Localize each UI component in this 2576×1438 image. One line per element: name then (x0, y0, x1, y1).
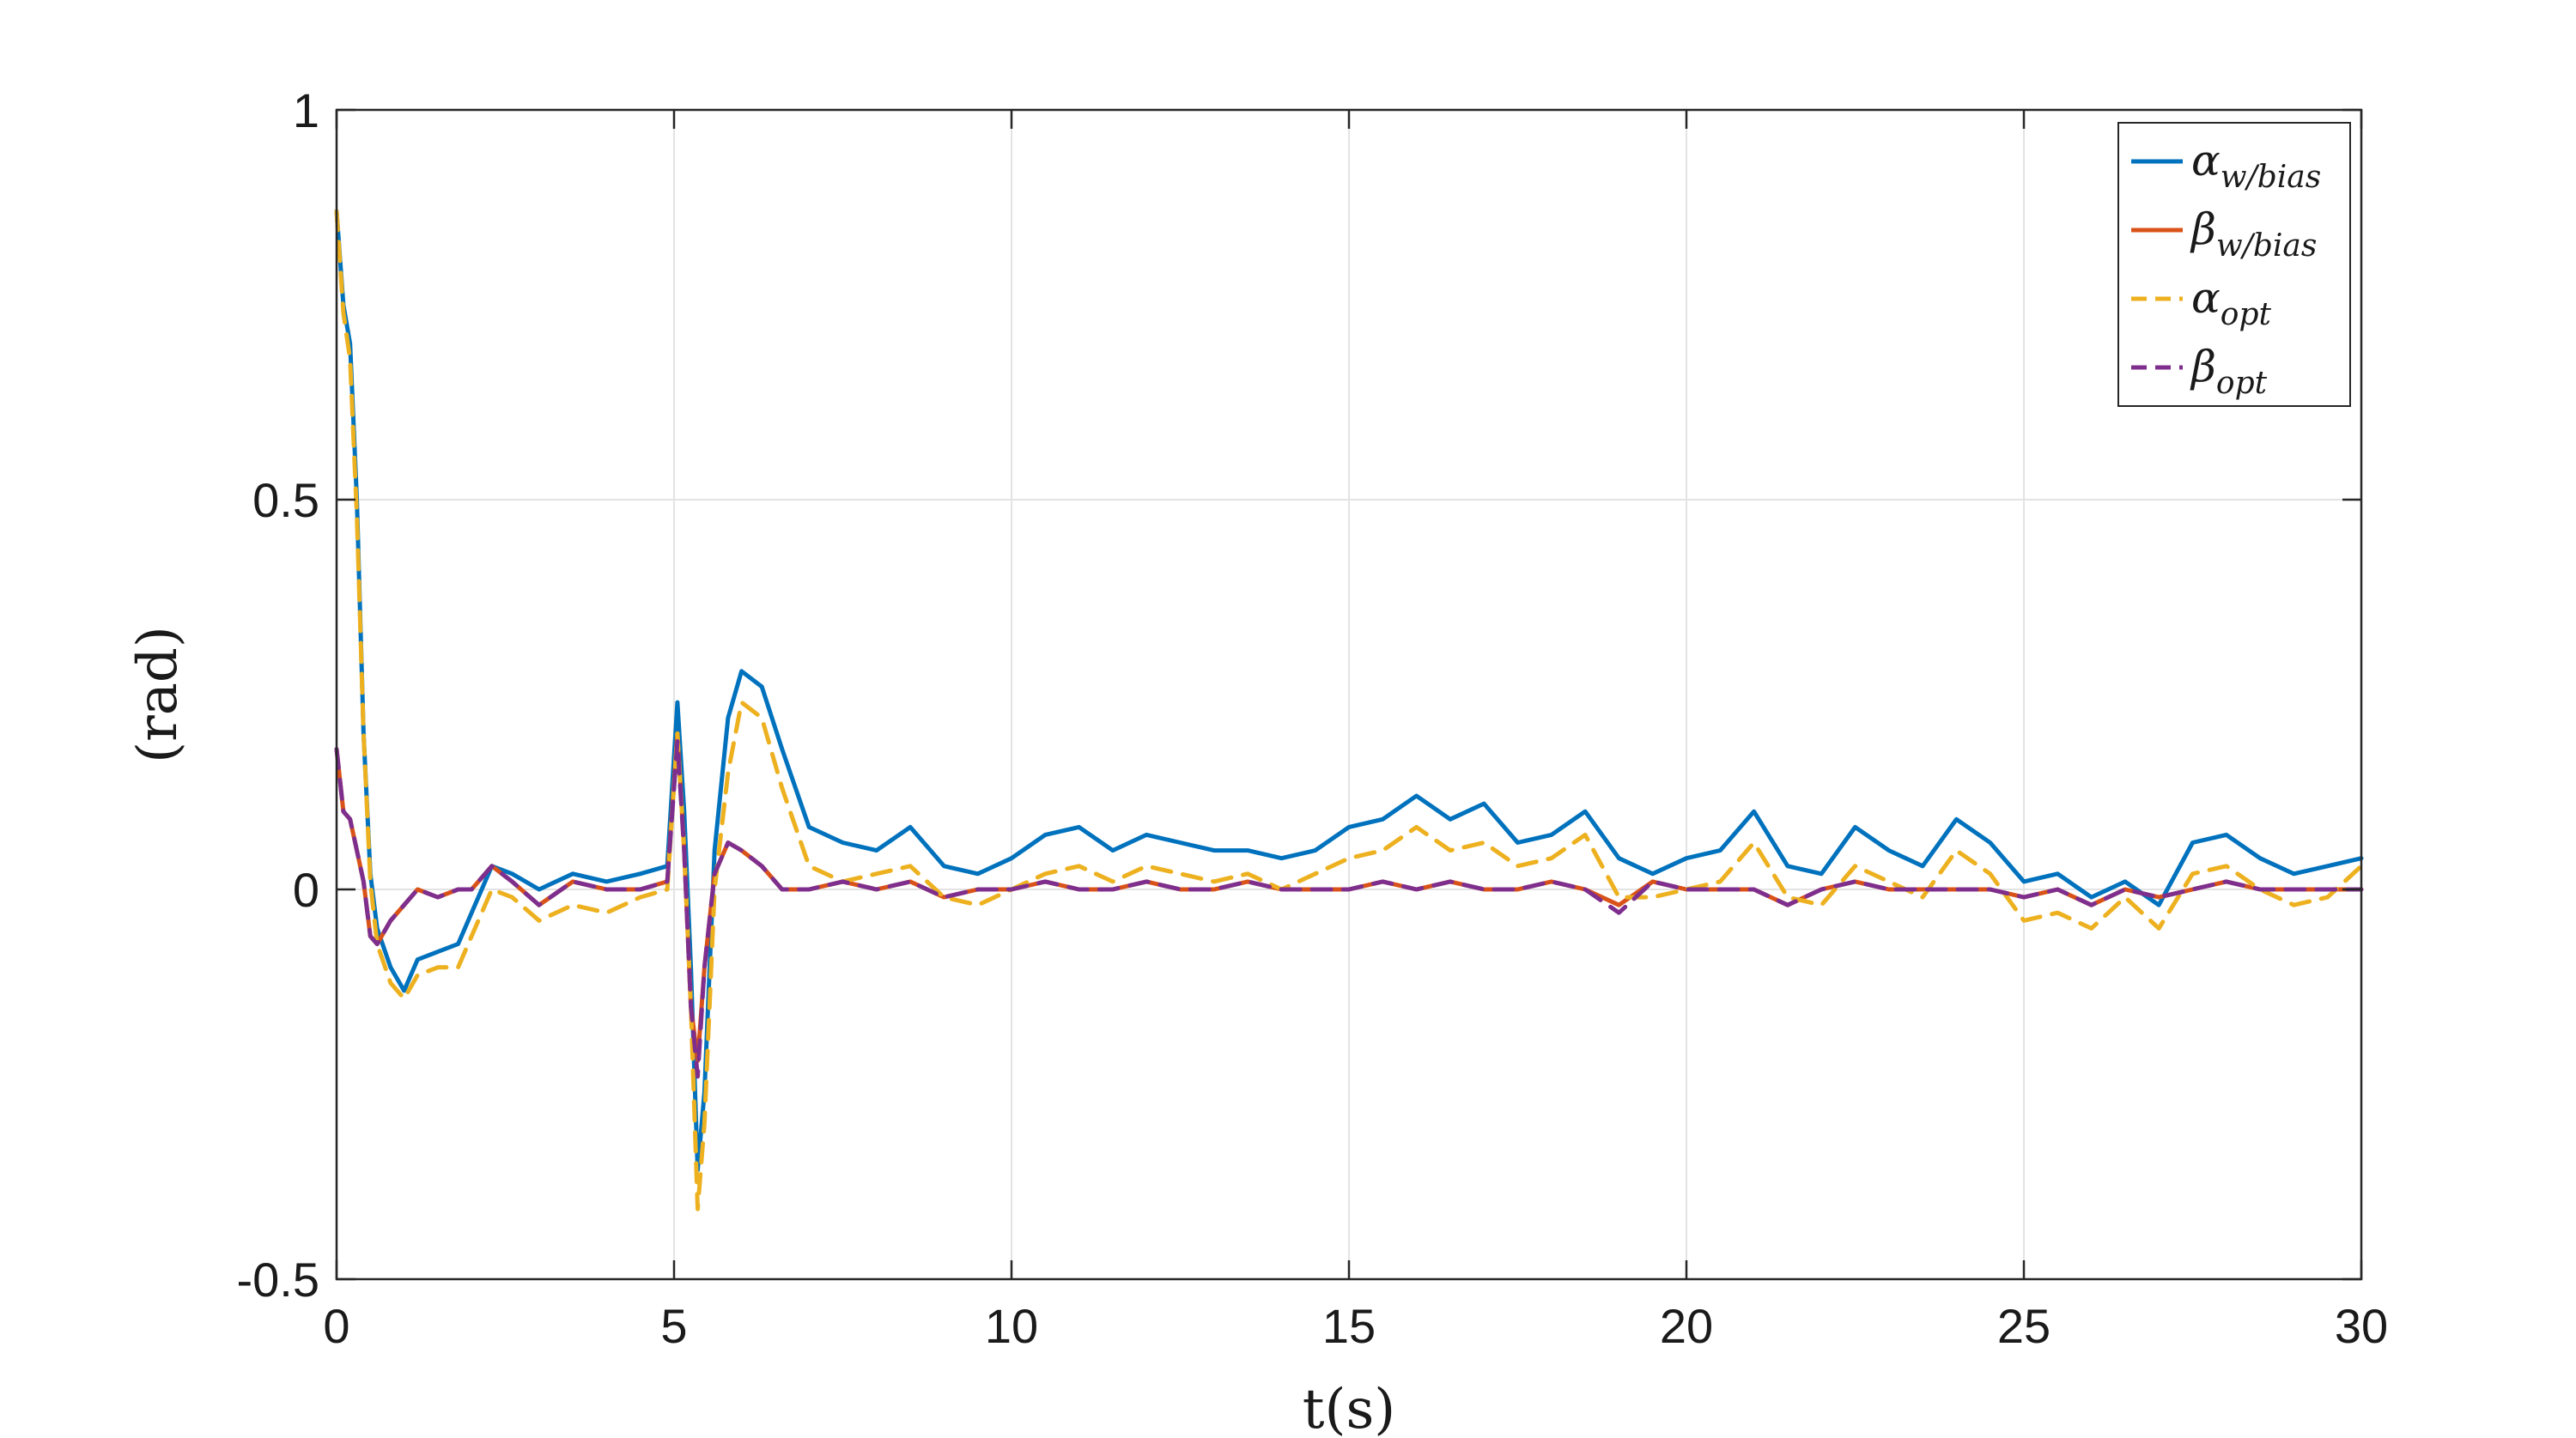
x-tick-label: 0 (323, 1299, 349, 1353)
y-tick-label: 0 (293, 863, 319, 917)
legend-label-3: αopt (2191, 273, 2271, 332)
legend-subscript: opt (2221, 297, 2272, 332)
series-line-1 (334, 209, 2364, 1173)
series-line-4 (334, 739, 2364, 1079)
x-tick-label: 20 (1660, 1299, 1713, 1353)
series-line-3 (334, 209, 2364, 1211)
legend-symbol: α (2191, 136, 2221, 185)
x-tick-label: 15 (1322, 1299, 1376, 1353)
legend-label-1: αw/bias (2191, 136, 2321, 195)
x-tick-label: 25 (1997, 1299, 2050, 1353)
legend-symbol: β (2190, 342, 2216, 391)
y-tick-label: -0.5 (237, 1253, 320, 1307)
x-tick-label: 10 (985, 1299, 1038, 1353)
series-layer (334, 209, 2364, 1211)
y-tick-label: 0.5 (252, 473, 319, 527)
ticks: 0 5 10 15 20 25 30-0.500.51 (237, 83, 2389, 1353)
x-axis-label: t(s) (1303, 1378, 1396, 1438)
legend-label-4: βopt (2190, 342, 2268, 401)
legend-box (2117, 122, 2351, 407)
x-tick-label: 5 (660, 1299, 687, 1353)
legend-label-2: βw/bias (2190, 204, 2317, 264)
x-tick-label: 30 (2335, 1299, 2388, 1353)
legend-subscript: opt (2216, 366, 2268, 401)
y-tick-label: 1 (293, 83, 319, 137)
legend-subscript: w/bias (2216, 228, 2317, 264)
legend-symbol: α (2191, 273, 2221, 323)
legend-symbol: β (2190, 204, 2216, 254)
legend-subscript: w/bias (2221, 160, 2321, 195)
y-axis-label: (rad) (126, 626, 190, 763)
